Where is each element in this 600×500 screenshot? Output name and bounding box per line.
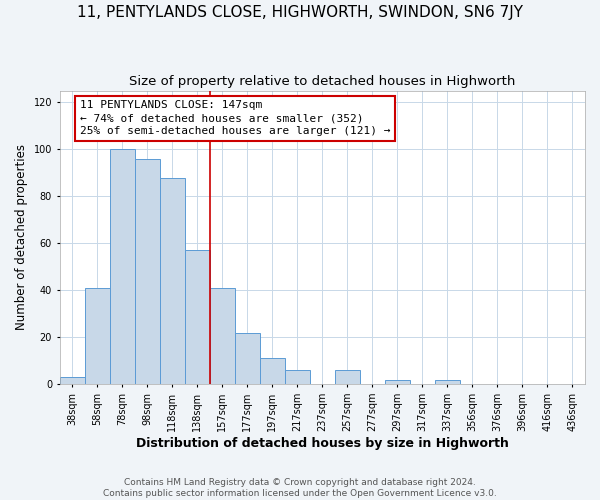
Bar: [135, 158, 160, 384]
Bar: [260, 358, 285, 384]
Bar: [185, 250, 210, 384]
Bar: [110, 150, 135, 384]
X-axis label: Distribution of detached houses by size in Highworth: Distribution of detached houses by size …: [136, 437, 509, 450]
Bar: [59, 378, 85, 384]
Bar: [160, 178, 185, 384]
Bar: [435, 380, 460, 384]
Text: 11, PENTYLANDS CLOSE, HIGHWORTH, SWINDON, SN6 7JY: 11, PENTYLANDS CLOSE, HIGHWORTH, SWINDON…: [77, 5, 523, 20]
Bar: [285, 370, 310, 384]
Bar: [85, 288, 110, 384]
Bar: [335, 370, 360, 384]
Y-axis label: Number of detached properties: Number of detached properties: [15, 144, 28, 330]
Text: 11 PENTYLANDS CLOSE: 147sqm
← 74% of detached houses are smaller (352)
25% of se: 11 PENTYLANDS CLOSE: 147sqm ← 74% of det…: [80, 100, 390, 136]
Text: Contains HM Land Registry data © Crown copyright and database right 2024.
Contai: Contains HM Land Registry data © Crown c…: [103, 478, 497, 498]
Title: Size of property relative to detached houses in Highworth: Size of property relative to detached ho…: [129, 75, 515, 88]
Bar: [210, 288, 235, 384]
Bar: [235, 332, 260, 384]
Bar: [385, 380, 410, 384]
